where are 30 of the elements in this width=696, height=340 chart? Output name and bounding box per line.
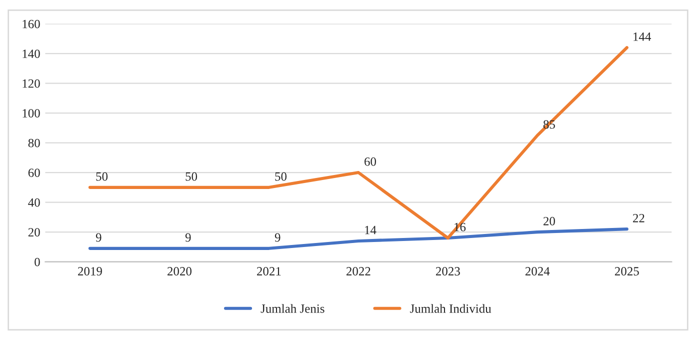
- legend-label: Jumlah Jenis: [260, 304, 324, 313]
- y-tick-label: 20: [28, 228, 40, 237]
- y-tick-label: 60: [28, 168, 40, 178]
- data-label: 22: [633, 214, 644, 222]
- x-tick-label: 2021: [257, 267, 281, 276]
- legend-label: Jumlah Individu: [410, 304, 492, 313]
- y-tick-label: 80: [28, 138, 40, 148]
- x-tick-label: 2024: [525, 267, 550, 276]
- y-tick-label: 160: [22, 20, 40, 28]
- data-label: 60: [364, 157, 376, 166]
- x-tick-label: 2020: [168, 267, 192, 276]
- data-label: 14: [365, 226, 376, 234]
- x-tick-label: 2019: [78, 267, 102, 276]
- y-tick-label: 120: [22, 79, 40, 88]
- data-label: 9: [274, 233, 280, 242]
- x-tick-label: 2025: [614, 267, 639, 276]
- y-tick-label: 100: [22, 109, 40, 118]
- data-label: 9: [96, 233, 102, 242]
- data-label: 50: [96, 172, 108, 181]
- y-tick-label: 140: [22, 50, 40, 58]
- x-tick-label: 2023: [436, 267, 460, 276]
- line-series: [88, 46, 628, 240]
- y-tick-label: 40: [28, 198, 40, 207]
- data-label: 50: [275, 172, 287, 181]
- data-label: 9: [185, 233, 191, 242]
- data-label: 20: [544, 216, 555, 226]
- data-label: 144: [634, 32, 652, 41]
- data-label: 50: [186, 172, 198, 181]
- x-tick-label: 2022: [346, 267, 370, 276]
- y-tick-label: 0: [34, 258, 40, 266]
